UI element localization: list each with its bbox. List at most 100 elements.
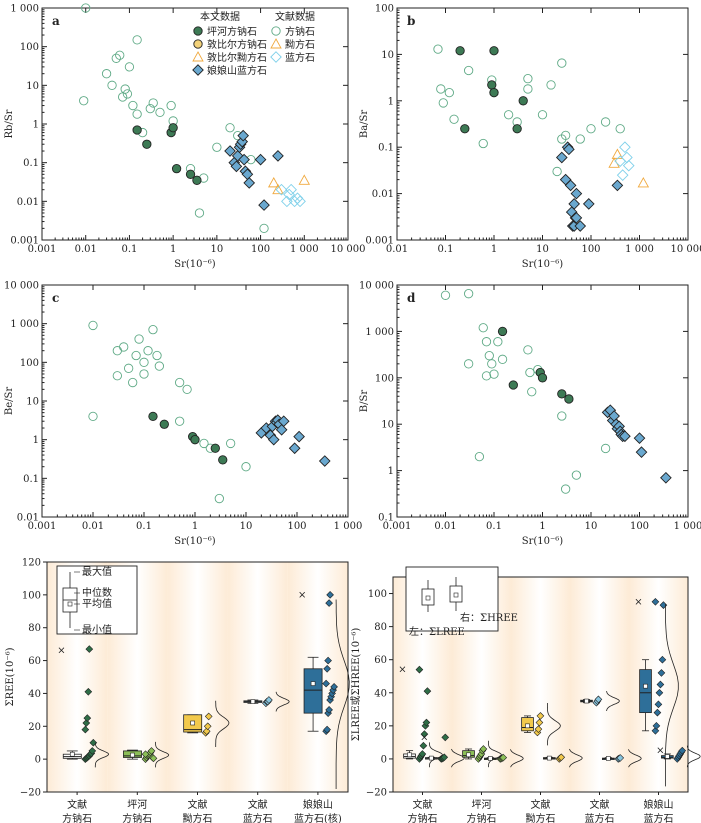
data-point xyxy=(523,84,533,94)
legend-item: 坪河方钠石 xyxy=(207,25,257,38)
y-axis-label: Be/Sr xyxy=(4,387,15,415)
category-label-line: 文献 xyxy=(188,798,208,811)
data-point xyxy=(155,107,165,118)
category-label: 文献蓝方石 xyxy=(243,798,273,823)
data-point xyxy=(166,100,176,111)
box-point xyxy=(535,718,544,727)
y-tick-label: 10 000 xyxy=(359,281,394,292)
data-point xyxy=(460,124,470,134)
box-point xyxy=(534,725,543,733)
data-point xyxy=(552,166,562,177)
category-band xyxy=(167,562,228,792)
y-tick-label: 100 xyxy=(20,42,39,53)
data-point xyxy=(570,212,583,224)
density-curve xyxy=(215,700,230,747)
data-point xyxy=(210,443,220,453)
density-curve xyxy=(451,748,465,768)
box-point xyxy=(265,696,273,704)
data-point xyxy=(537,373,548,383)
category-label: 文献黝方石 xyxy=(183,798,213,823)
box-point xyxy=(84,687,93,696)
legend-marker xyxy=(192,64,204,76)
x-tick-label: 0.001 xyxy=(28,244,57,255)
data-point xyxy=(557,58,567,68)
box-mean xyxy=(466,752,471,758)
data-point xyxy=(555,151,568,164)
category-label-line: 坪河 xyxy=(472,798,492,811)
density-curve xyxy=(510,749,524,768)
legend-item: 蓝方石 xyxy=(285,51,315,64)
data-point xyxy=(152,350,162,361)
x-tick-label: 0.1 xyxy=(486,521,502,532)
y-tick-label: 0.1 xyxy=(23,158,39,169)
data-point xyxy=(267,433,280,446)
box-point xyxy=(651,597,660,606)
y-tick-label: 0.01 xyxy=(372,189,394,200)
data-point xyxy=(112,346,122,356)
category-label-line: 坪河 xyxy=(127,798,147,811)
y-tick-label: 10 xyxy=(381,50,394,61)
data-point xyxy=(463,65,474,76)
box-mean xyxy=(310,681,316,686)
y-tick-label: 60 xyxy=(28,656,41,667)
box-mean xyxy=(525,723,530,729)
box-point xyxy=(656,680,665,689)
box-point xyxy=(423,687,432,695)
box-point xyxy=(678,746,687,755)
data-point xyxy=(212,142,222,152)
data-point xyxy=(168,123,178,133)
panel-letter: b xyxy=(407,14,415,28)
category-label-line: 文献 xyxy=(413,798,433,811)
outlier-mark: × xyxy=(420,732,428,743)
data-point xyxy=(115,50,125,60)
data-point xyxy=(88,320,98,331)
x-axis-label: Sr(10⁻⁶) xyxy=(522,536,564,547)
x-tick-label: 0.1 xyxy=(438,244,454,255)
data-point xyxy=(118,92,128,102)
data-point xyxy=(660,471,672,484)
box-point xyxy=(557,753,566,762)
data-point xyxy=(481,337,492,347)
data-point xyxy=(132,109,142,119)
box-mean xyxy=(488,756,493,761)
box-iqr xyxy=(639,669,652,714)
box-point xyxy=(594,695,603,704)
y-tick-label: 1 xyxy=(33,120,39,131)
data-point xyxy=(616,169,629,181)
density-curve xyxy=(335,599,350,789)
data-point xyxy=(254,153,267,166)
y-tick-label: 0 xyxy=(35,755,41,766)
box-point xyxy=(203,722,212,731)
box-mean xyxy=(547,755,552,761)
data-point xyxy=(582,198,595,210)
data-point xyxy=(564,394,574,404)
data-point xyxy=(484,351,494,361)
x-tick-label: 0.1 xyxy=(121,244,137,255)
box-point xyxy=(149,754,158,763)
box-mean xyxy=(407,752,412,758)
legend-item: 娘娘山蓝方石 xyxy=(207,64,267,77)
data-point xyxy=(238,153,250,166)
data-point xyxy=(318,455,331,467)
legend-item: 敦比尔黝方石 xyxy=(207,51,267,64)
legend-item: 敦比尔方钠石 xyxy=(207,38,267,51)
y-tick-label: 40 xyxy=(28,689,41,700)
data-point xyxy=(101,69,112,79)
category-label: 娘娘山蓝方石(核) xyxy=(294,798,342,823)
box-point xyxy=(655,688,664,697)
data-point xyxy=(241,462,251,472)
data-point xyxy=(131,350,141,361)
data-point xyxy=(298,174,311,185)
data-point xyxy=(487,359,497,369)
category-label-line: 方钠石 xyxy=(408,812,438,823)
data-point xyxy=(608,157,620,168)
data-point xyxy=(81,3,91,13)
y-tick-label: 0.1 xyxy=(378,143,394,154)
density-curve xyxy=(606,691,620,712)
box-point xyxy=(141,750,150,759)
y-tick-label: 80 xyxy=(374,622,387,633)
x-tick-label: 100 xyxy=(630,521,649,532)
data-point xyxy=(272,150,284,162)
box-point xyxy=(330,683,338,691)
